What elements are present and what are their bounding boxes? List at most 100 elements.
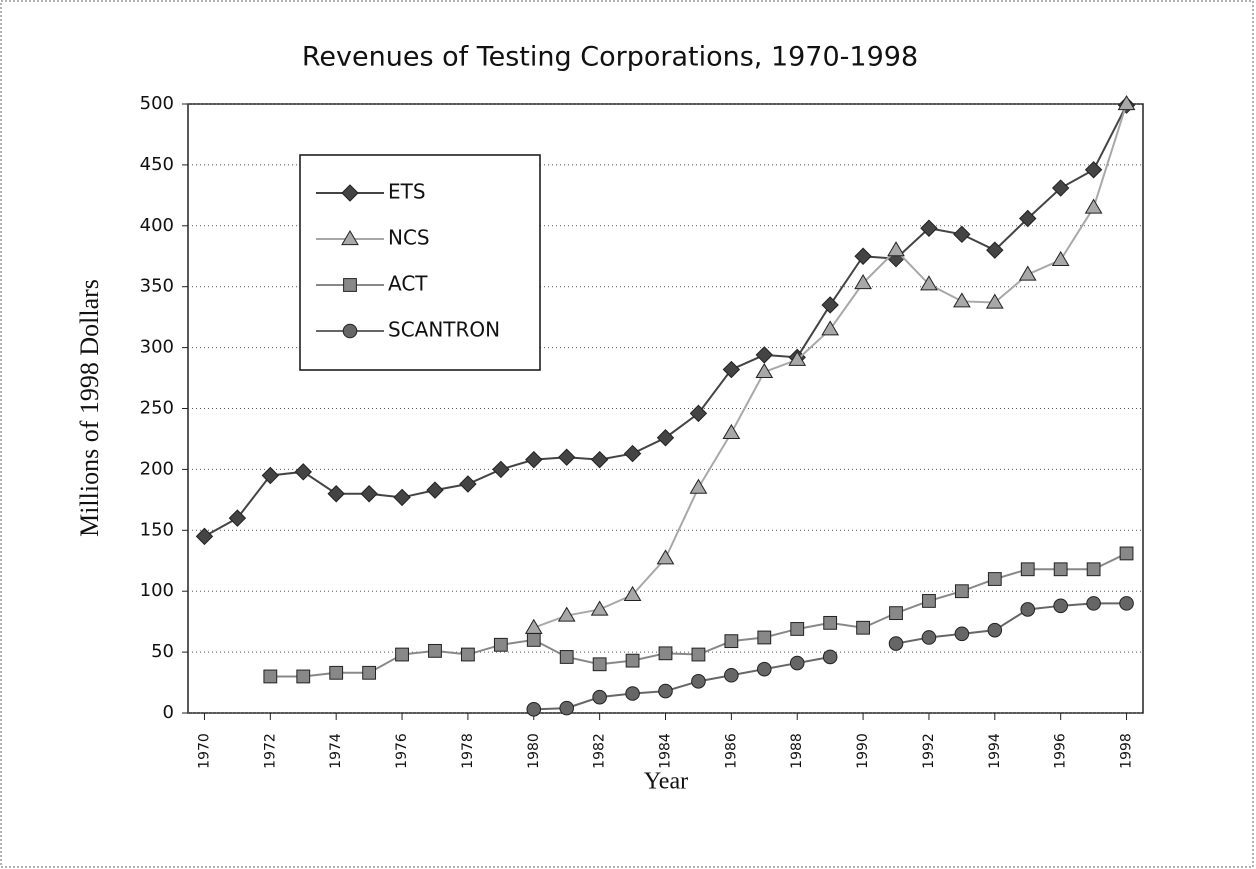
marker xyxy=(362,665,377,680)
x-tick-label: 1980 xyxy=(526,733,542,769)
marker xyxy=(343,278,357,292)
marker xyxy=(526,702,542,717)
y-tick-label: 450 xyxy=(140,154,174,175)
marker xyxy=(559,650,574,664)
marker xyxy=(689,404,708,423)
x-tick-label: 1970 xyxy=(196,733,212,769)
marker xyxy=(921,630,937,645)
marker xyxy=(461,647,475,662)
marker xyxy=(954,626,970,642)
marker xyxy=(525,450,543,469)
marker xyxy=(1119,596,1134,611)
marker xyxy=(296,669,311,684)
marker xyxy=(341,230,359,246)
legend-label: SCANTRON xyxy=(388,318,500,342)
marker xyxy=(987,622,1003,638)
marker xyxy=(691,674,706,689)
marker xyxy=(329,665,344,680)
marker xyxy=(987,572,1002,586)
marker xyxy=(426,481,444,499)
marker xyxy=(822,649,838,665)
marker xyxy=(756,661,772,677)
marker xyxy=(590,450,609,469)
series-line xyxy=(533,103,1128,629)
x-tick-label: 1994 xyxy=(987,733,1003,769)
marker xyxy=(724,634,739,649)
x-tick-label: 1976 xyxy=(394,733,410,769)
y-tick-label: 0 xyxy=(163,702,174,723)
marker xyxy=(656,429,675,447)
legend-label: NCS xyxy=(388,226,430,250)
marker xyxy=(790,622,805,636)
marker xyxy=(393,488,411,507)
marker xyxy=(623,444,642,463)
marker xyxy=(755,362,774,379)
x-tick-label: 1978 xyxy=(460,733,476,769)
marker xyxy=(920,219,938,237)
marker xyxy=(1051,250,1070,267)
y-tick-label: 350 xyxy=(140,276,174,297)
marker xyxy=(722,360,741,379)
x-tick-label: 1996 xyxy=(1053,733,1069,769)
marker xyxy=(559,700,575,716)
x-tick-label: 1998 xyxy=(1119,733,1135,769)
x-tick-label: 1974 xyxy=(328,733,344,769)
marker xyxy=(691,647,706,662)
y-axis-label: Millions of 1998 Dollars xyxy=(75,279,104,537)
marker xyxy=(294,463,312,481)
marker xyxy=(789,655,805,671)
marker xyxy=(722,423,741,439)
marker xyxy=(459,475,477,493)
y-tick-label: 300 xyxy=(140,337,174,358)
marker xyxy=(953,292,971,308)
marker xyxy=(592,689,607,705)
marker xyxy=(493,637,508,652)
marker xyxy=(658,683,673,699)
y-tick-label: 400 xyxy=(140,215,174,236)
legend-box xyxy=(299,154,541,371)
marker xyxy=(395,647,409,662)
marker xyxy=(724,667,739,683)
legend-label: ACT xyxy=(388,272,428,296)
x-tick-label: 1988 xyxy=(789,733,805,769)
marker xyxy=(592,657,607,672)
x-tick-label: 1990 xyxy=(855,733,871,769)
marker xyxy=(1051,179,1070,197)
x-tick-label: 1972 xyxy=(262,733,278,769)
marker xyxy=(428,643,442,658)
marker xyxy=(1019,209,1037,228)
marker xyxy=(854,247,872,265)
x-tick-label: 1982 xyxy=(592,733,608,769)
marker xyxy=(889,606,903,621)
marker xyxy=(327,485,345,503)
marker xyxy=(788,350,807,366)
y-tick-label: 50 xyxy=(151,641,174,662)
marker xyxy=(689,478,708,494)
marker xyxy=(1018,265,1037,281)
y-tick-label: 150 xyxy=(140,519,174,540)
marker xyxy=(1020,562,1035,577)
marker xyxy=(1119,546,1134,561)
marker xyxy=(823,615,838,630)
marker xyxy=(342,323,358,339)
marker xyxy=(656,549,675,565)
marker xyxy=(492,460,510,479)
marker xyxy=(856,620,870,635)
marker xyxy=(1086,562,1101,577)
marker xyxy=(526,633,541,647)
x-axis-label: Year xyxy=(644,769,688,795)
y-tick-label: 100 xyxy=(140,580,174,601)
marker xyxy=(821,320,840,336)
chart-title: Revenues of Testing Corporations, 1970-1… xyxy=(302,42,918,73)
marker xyxy=(755,346,774,364)
marker xyxy=(920,275,938,291)
marker xyxy=(1084,198,1103,214)
marker xyxy=(757,630,772,645)
marker xyxy=(922,594,936,608)
marker xyxy=(341,184,359,202)
x-tick-label: 1992 xyxy=(921,733,937,769)
marker xyxy=(360,485,378,503)
marker xyxy=(263,669,278,684)
